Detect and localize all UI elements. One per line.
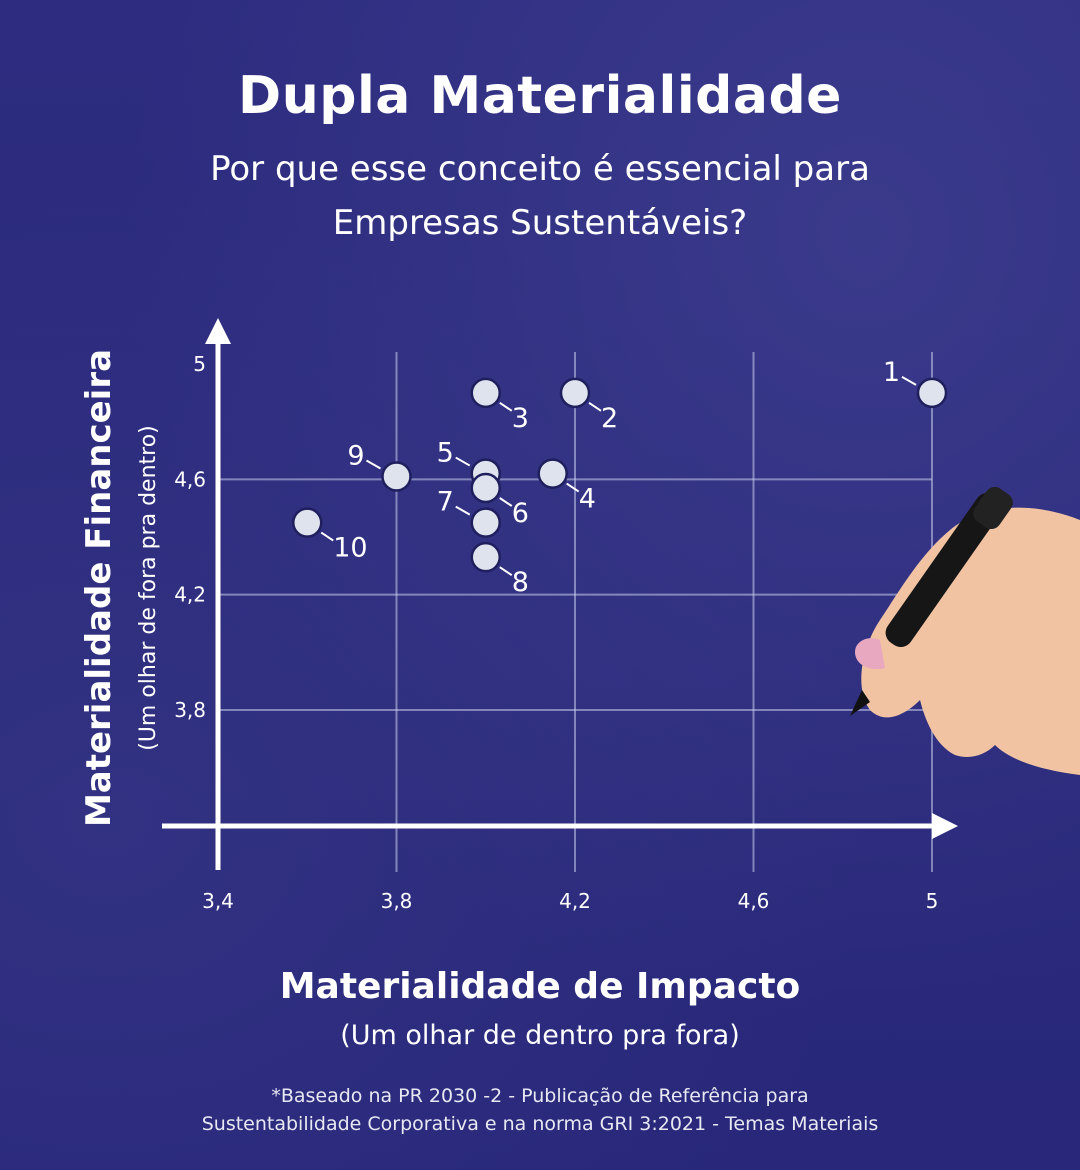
y-axis-subtitle: (Um olhar de fora pra dentro): [136, 425, 161, 751]
data-point-6: 6: [470, 472, 529, 529]
y-axis-title: Materialidade Financeira: [79, 349, 119, 827]
x-tick-label: 3,4: [202, 889, 234, 913]
y-tick-label: 5: [193, 352, 206, 376]
y-tick-label: 4,2: [174, 583, 206, 607]
y-tick-label: 3,8: [174, 698, 206, 722]
point-leader-line: [455, 505, 471, 516]
data-point-4: 4: [537, 458, 596, 515]
y-tick-label: 4,6: [174, 467, 206, 491]
point-leader-line: [320, 531, 334, 542]
point-marker: [537, 458, 568, 489]
data-point-2: 2: [559, 377, 618, 434]
point-marker: [470, 507, 501, 538]
x-tick-label: 5: [926, 889, 939, 913]
point-leader-line: [455, 456, 471, 467]
point-marker: [559, 377, 591, 409]
point-marker: [470, 541, 501, 573]
point-leader-line: [566, 482, 580, 493]
chart-grid: [218, 352, 933, 872]
point-leader-line: [901, 375, 917, 386]
y-axis-arrow: [205, 318, 231, 344]
y-axis-title-group: Materialidade Financeira (Um olhar de fo…: [79, 349, 161, 827]
point-leader-line: [499, 402, 513, 412]
x-tick-label: 4,6: [738, 889, 770, 913]
point-label: 3: [512, 403, 529, 434]
page-subtitle: Por que esse conceito é essencial para E…: [210, 149, 870, 243]
x-axis-arrow: [932, 813, 958, 839]
point-label: 4: [579, 484, 596, 515]
x-axis-title: Materialidade de Impacto: [279, 966, 801, 1007]
point-label: 9: [347, 440, 364, 471]
data-point-8: 8: [470, 541, 529, 598]
point-leader-line: [588, 402, 602, 412]
point-marker: [916, 377, 948, 409]
x-axis-subtitle: (Um olhar de dentro pra fora): [340, 1020, 740, 1051]
data-point-1: 1: [883, 357, 948, 409]
point-leader-line: [499, 497, 513, 507]
x-tick-label: 4,2: [559, 889, 591, 913]
x-tick-label: 3,8: [381, 889, 413, 913]
chart-ticks: 3,4 3,8 4,2 4,6 5 3,8 4,2 4,6 5: [174, 352, 938, 913]
chart-axes: [162, 318, 958, 870]
data-point-9: 9: [347, 440, 412, 492]
point-leader-line: [366, 459, 381, 470]
chart-points: 1 2 3 4 5 6 7 8 9 10: [292, 357, 948, 598]
point-label: 8: [512, 567, 529, 598]
point-label: 2: [601, 403, 618, 434]
point-marker: [470, 377, 501, 409]
point-marker: [470, 472, 501, 504]
point-label: 10: [333, 533, 367, 564]
point-leader-line: [499, 566, 513, 577]
data-point-7: 7: [437, 487, 501, 538]
point-marker: [381, 461, 412, 492]
point-marker: [292, 507, 323, 538]
hand-illustration: [850, 486, 1080, 775]
footnote: *Baseado na PR 2030 -2 - Publicação de R…: [201, 1085, 879, 1135]
data-point-3: 3: [470, 377, 529, 434]
page-title: Dupla Materialidade: [238, 66, 842, 126]
point-label: 7: [437, 487, 454, 518]
point-label: 5: [437, 438, 454, 469]
point-label: 1: [883, 357, 900, 388]
point-label: 6: [512, 498, 529, 529]
data-point-10: 10: [292, 507, 368, 564]
